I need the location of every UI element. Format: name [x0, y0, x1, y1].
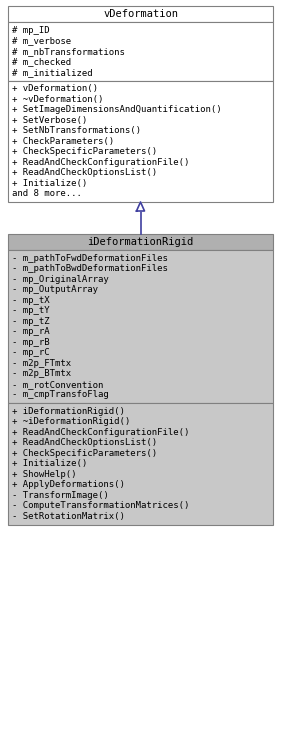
Text: + ShowHelp(): + ShowHelp(): [12, 469, 76, 479]
Text: # mp_ID: # mp_ID: [12, 26, 50, 35]
Text: - mp_OriginalArray: - mp_OriginalArray: [12, 274, 109, 284]
Text: - m_rotConvention: - m_rotConvention: [12, 380, 103, 389]
Text: + ReadAndCheckOptionsList(): + ReadAndCheckOptionsList(): [12, 169, 157, 177]
Text: - m2p_BTmtx: - m2p_BTmtx: [12, 369, 71, 378]
Text: - SetRotationMatrix(): - SetRotationMatrix(): [12, 512, 125, 521]
Text: + Initialize(): + Initialize(): [12, 178, 87, 187]
Text: iDeformationRigid: iDeformationRigid: [87, 237, 194, 247]
Bar: [8, 22, 273, 80]
Text: + ReadAndCheckConfigurationFile(): + ReadAndCheckConfigurationFile(): [12, 158, 189, 167]
Text: + ReadAndCheckOptionsList(): + ReadAndCheckOptionsList(): [12, 438, 157, 448]
Text: + CheckParameters(): + CheckParameters(): [12, 137, 114, 146]
Text: - mp_tZ: - mp_tZ: [12, 317, 50, 326]
Text: + Initialize(): + Initialize(): [12, 459, 87, 468]
Text: + SetNbTransformations(): + SetNbTransformations(): [12, 126, 141, 135]
Text: - m_cmpTransfoFlag: - m_cmpTransfoFlag: [12, 390, 109, 399]
Bar: [8, 234, 273, 250]
Text: - mp_OutputArray: - mp_OutputArray: [12, 285, 98, 294]
Text: - TransformImage(): - TransformImage(): [12, 491, 109, 500]
Text: - mp_rC: - mp_rC: [12, 349, 50, 358]
Text: + SetImageDimensionsAndQuantification(): + SetImageDimensionsAndQuantification(): [12, 105, 222, 114]
Text: # m_checked: # m_checked: [12, 57, 71, 67]
Text: # m_nbTransformations: # m_nbTransformations: [12, 47, 125, 56]
Text: # m_verbose: # m_verbose: [12, 36, 71, 45]
Text: + ApplyDeformations(): + ApplyDeformations(): [12, 480, 125, 489]
Text: + iDeformationRigid(): + iDeformationRigid(): [12, 407, 125, 416]
Text: + CheckSpecificParameters(): + CheckSpecificParameters(): [12, 449, 157, 457]
Text: - m_pathToBwdDeformationFiles: - m_pathToBwdDeformationFiles: [12, 265, 168, 273]
Text: - ComputeTransformationMatrices(): - ComputeTransformationMatrices(): [12, 501, 189, 510]
Text: - mp_tX: - mp_tX: [12, 296, 50, 305]
Text: # m_initialized: # m_initialized: [12, 68, 93, 77]
Text: - m_pathToFwdDeformationFiles: - m_pathToFwdDeformationFiles: [12, 254, 168, 263]
Text: - mp_tY: - mp_tY: [12, 306, 50, 315]
Text: + SetVerbose(): + SetVerbose(): [12, 116, 87, 125]
Text: + ReadAndCheckConfigurationFile(): + ReadAndCheckConfigurationFile(): [12, 428, 189, 437]
Text: + ~vDeformation(): + ~vDeformation(): [12, 94, 103, 104]
Text: + ~iDeformationRigid(): + ~iDeformationRigid(): [12, 417, 130, 426]
Bar: [8, 403, 273, 525]
Bar: [8, 80, 273, 202]
Bar: [8, 6, 273, 22]
Text: + vDeformation(): + vDeformation(): [12, 84, 98, 93]
Text: - m2p_FTmtx: - m2p_FTmtx: [12, 359, 71, 367]
Text: - mp_rB: - mp_rB: [12, 338, 50, 347]
Text: + CheckSpecificParameters(): + CheckSpecificParameters(): [12, 147, 157, 156]
Polygon shape: [137, 202, 144, 211]
Text: and 8 more...: and 8 more...: [12, 189, 82, 198]
Text: vDeformation: vDeformation: [103, 9, 178, 19]
Bar: [8, 250, 273, 403]
Text: - mp_rA: - mp_rA: [12, 327, 50, 336]
